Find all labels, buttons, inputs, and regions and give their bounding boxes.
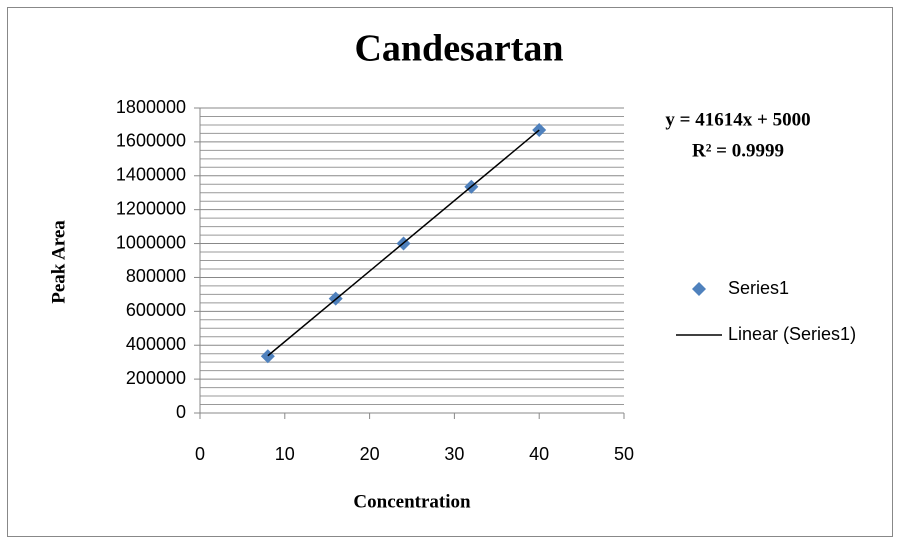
y-tick-label: 400000 — [126, 334, 186, 354]
y-tick-label: 800000 — [126, 266, 186, 286]
y-tick-label: 1200000 — [116, 198, 186, 218]
y-axis-label: Peak Area — [48, 220, 69, 304]
equation: y = 41614x + 5000 — [665, 109, 810, 130]
y-tick-label: 1800000 — [116, 97, 186, 117]
chart-border — [7, 7, 893, 537]
trend-line — [267, 129, 540, 357]
y-tick-label: 1400000 — [116, 165, 186, 185]
y-tick-label: 1000000 — [116, 232, 186, 252]
x-tick-label: 10 — [275, 444, 295, 464]
legend-label: Linear (Series1) — [728, 324, 856, 344]
x-tick-label: 0 — [195, 444, 205, 464]
y-tick-label: 0 — [176, 402, 186, 422]
y-tick-label: 200000 — [126, 368, 186, 388]
x-tick-label: 50 — [614, 444, 634, 464]
y-tick-label: 1600000 — [116, 131, 186, 151]
x-axis-label: Concentration — [353, 491, 471, 512]
legend-label: Series1 — [728, 278, 789, 298]
x-tick-label: 40 — [529, 444, 549, 464]
x-tick-label: 20 — [360, 444, 380, 464]
chart-title: Candesartan — [354, 28, 563, 70]
y-tick-label: 600000 — [126, 300, 186, 320]
legend-marker — [692, 282, 706, 296]
x-tick-label: 30 — [444, 444, 464, 464]
r-squared: R² = 0.9999 — [692, 140, 784, 161]
